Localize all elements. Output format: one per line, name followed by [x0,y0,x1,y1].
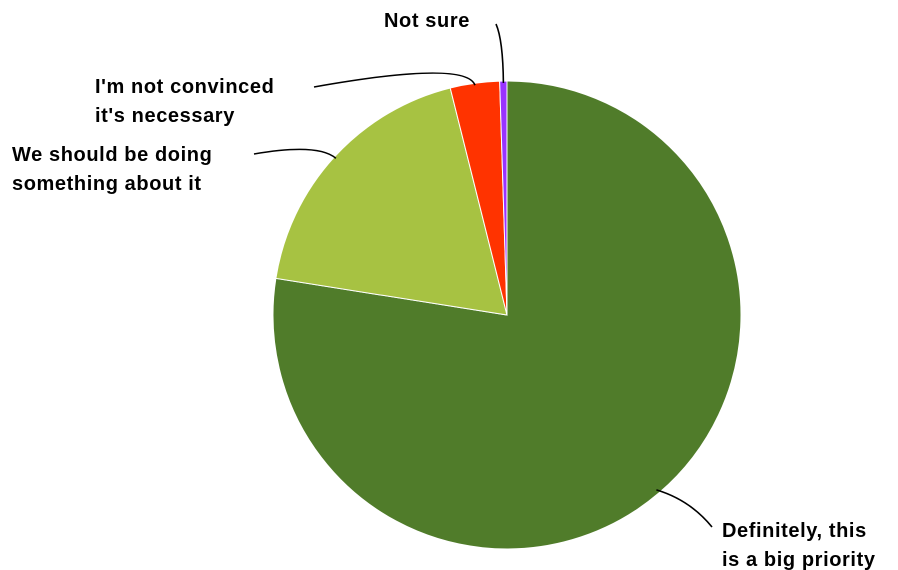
leader-line-definitely-this-is-a-big-priority [656,489,713,528]
slice-label-i-m-not-convinced-it-s-necessary: I'm not convinced it's necessary [95,76,274,127]
slices-layer [272,80,742,550]
pie-slice-definitely-this-is-a-big-priority [272,80,742,550]
labels-layer: Definitely, this is a big priority We shou… [12,10,876,570]
leader-lines-layer [253,23,713,528]
slice-label-not-sure: Not sure [384,10,470,32]
slice-label-we-should-be-doing-something-about-it: We should be doing something about it [12,144,212,195]
slice-label-definitely-this-is-a-big-priority: Definitely, this is a big priority [722,520,876,570]
leader-line-i-m-not-convinced-it-s-necessary [313,72,476,88]
leader-line-we-should-be-doing-something-about-it [253,148,337,159]
leader-line-not-sure [495,23,505,84]
